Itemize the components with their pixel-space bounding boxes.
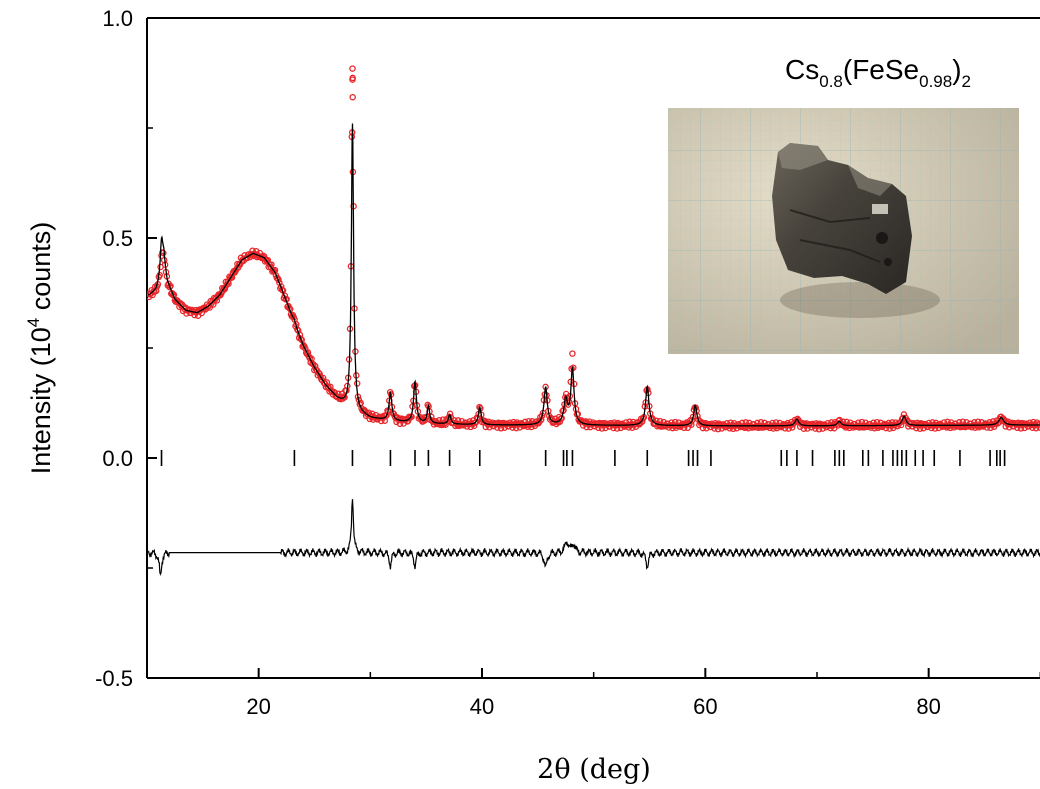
difference-curve — [147, 499, 1040, 576]
observed-point — [944, 418, 951, 426]
difference-line — [147, 499, 1040, 576]
observed-point — [688, 416, 696, 424]
y-tick-label: 0.0 — [102, 446, 133, 471]
x-tick-label: 60 — [693, 694, 717, 719]
x-axis-label: 2θ (deg) — [537, 754, 651, 785]
observed-point — [340, 393, 348, 400]
y-axis-ticks: -0.5 0.0 0.5 1.0 — [95, 6, 157, 691]
observed-point — [341, 394, 348, 401]
y-axis-label: Intensity (104 counts) — [24, 222, 56, 475]
reflection-ticks — [160, 450, 1006, 466]
y-tick-label: 0.5 — [102, 226, 133, 251]
observed-point — [569, 350, 576, 357]
crystal-photo — [668, 108, 1019, 354]
observed-point — [349, 76, 356, 83]
observed-point — [349, 65, 356, 72]
x-tick-label: 40 — [470, 694, 494, 719]
y-tick-label: 1.0 — [102, 6, 133, 31]
observed-point — [297, 335, 305, 343]
observed-point — [1035, 421, 1040, 428]
calculated-line — [148, 123, 1040, 427]
observed-point — [428, 417, 436, 425]
x-tick-label: 80 — [916, 694, 940, 719]
x-axis-ticks: 20 40 60 80 — [246, 668, 1040, 719]
calculated-curve — [148, 123, 1040, 427]
observed-point — [286, 304, 293, 312]
y-tick-label: -0.5 — [95, 666, 133, 691]
compound-formula: Cs0.8(FeSe0.98)2 — [785, 54, 971, 91]
observed-point — [349, 93, 356, 101]
x-tick-label: 20 — [246, 694, 270, 719]
